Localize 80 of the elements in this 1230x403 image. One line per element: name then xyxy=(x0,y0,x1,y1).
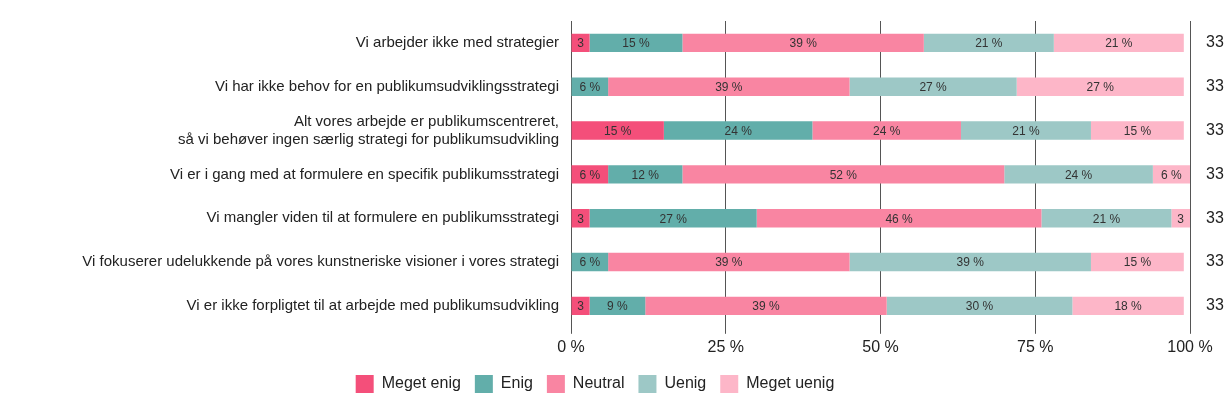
data-label: 21 % xyxy=(1012,123,1040,138)
data-label: 21 % xyxy=(1092,211,1121,226)
bar xyxy=(682,33,924,53)
legend-label: Neutral xyxy=(572,374,625,392)
legend-label: Uenig xyxy=(664,374,707,392)
bar xyxy=(682,165,1005,184)
bar xyxy=(1041,209,1172,228)
text: 33 xyxy=(1206,77,1224,95)
bar xyxy=(886,296,1073,316)
legend-label: Meget enig xyxy=(381,374,461,392)
bar xyxy=(923,33,1054,53)
y-tick-label: Vi har ikke behov for en publikumsudviklingsstrategi xyxy=(214,76,559,94)
bar xyxy=(1090,252,1184,272)
text: 33 xyxy=(1206,120,1224,138)
data-label: 3 xyxy=(1177,211,1185,226)
data-label: 18 % xyxy=(1114,299,1143,314)
data-label: 15 % xyxy=(1123,123,1152,138)
data-label: 21 % xyxy=(975,36,1003,51)
bar xyxy=(756,209,1042,228)
bar xyxy=(849,252,1091,272)
data-label: 27 % xyxy=(1086,80,1115,95)
legend-label: Meget uenig xyxy=(746,374,835,392)
bar xyxy=(1090,121,1184,140)
data-label: 52 % xyxy=(829,167,858,182)
bar xyxy=(589,209,757,228)
data-label: 24 % xyxy=(724,123,753,138)
bar xyxy=(645,296,887,316)
bar xyxy=(608,252,850,272)
x-tick-label: 25 % xyxy=(707,337,744,355)
data-label: 39 % xyxy=(715,80,743,95)
y-tick-label: Vi mangler viden til at formulere en publikumsstrategi xyxy=(206,208,559,226)
data-label: 27 % xyxy=(919,80,948,95)
data-label: 3 xyxy=(577,211,585,226)
x-tick-label: 100 % xyxy=(1167,337,1213,355)
data-label: 27 % xyxy=(659,211,688,226)
bar xyxy=(812,121,961,140)
text: 33 xyxy=(1206,296,1224,314)
data-label: 15 % xyxy=(622,36,650,51)
data-label: 15 % xyxy=(604,123,632,138)
data-label: 6 % xyxy=(579,255,601,270)
data-label: 39 % xyxy=(715,255,743,270)
x-tick-label: 50 % xyxy=(862,337,899,355)
bar xyxy=(960,121,1091,140)
text: 33 xyxy=(1206,164,1224,182)
data-label: 39 % xyxy=(789,36,818,51)
data-label: 39 % xyxy=(752,299,780,314)
x-tick-label: 0 % xyxy=(557,337,585,355)
y-tick-label: Vi arbejder ikke med strategier xyxy=(355,33,559,51)
y-tick-label: Vi er i gang med at formulere en specifik publikumsstrategi xyxy=(169,164,559,182)
bar xyxy=(608,77,850,96)
data-label: 24 % xyxy=(873,123,901,138)
data-label: 9 % xyxy=(607,299,629,314)
bar xyxy=(1016,77,1184,96)
y-tick-label: Vi er ikke forpligtet til at arbejde med publikumsudvikling xyxy=(186,296,559,314)
text: 33 xyxy=(1206,252,1224,270)
data-label: 6 % xyxy=(1161,167,1183,182)
data-label: 39 % xyxy=(956,255,985,270)
data-label: 15 % xyxy=(1123,255,1152,270)
text: 33 xyxy=(1206,208,1224,226)
bar xyxy=(849,77,1017,96)
legend-label: Enig xyxy=(500,374,533,392)
text: 33 xyxy=(1206,33,1224,51)
data-label: 24 % xyxy=(1064,167,1093,182)
bar xyxy=(1053,33,1184,53)
data-label: 12 % xyxy=(631,167,660,182)
data-label: 30 % xyxy=(965,299,994,314)
data-label: 6 % xyxy=(579,167,601,182)
bar xyxy=(571,121,664,140)
data-label: 3 xyxy=(577,36,585,51)
y-tick-label: Alt vores arbejde er publikumscentreret, så vi behøver ingen særlig strategi for publikumsudvikling xyxy=(177,111,559,147)
bar xyxy=(608,165,683,184)
bar xyxy=(1072,296,1184,316)
data-label: 6 % xyxy=(579,80,601,95)
bar xyxy=(1004,165,1153,184)
x-tick-label: 75 % xyxy=(1017,337,1054,355)
data-label: 46 % xyxy=(885,211,914,226)
data-label: 3 xyxy=(577,299,585,314)
bar xyxy=(663,121,813,140)
data-label: 21 % xyxy=(1105,36,1133,51)
y-tick-label: Vi fokuserer udelukkende på vores kunstneriske visioner i vores strategi xyxy=(82,252,559,270)
